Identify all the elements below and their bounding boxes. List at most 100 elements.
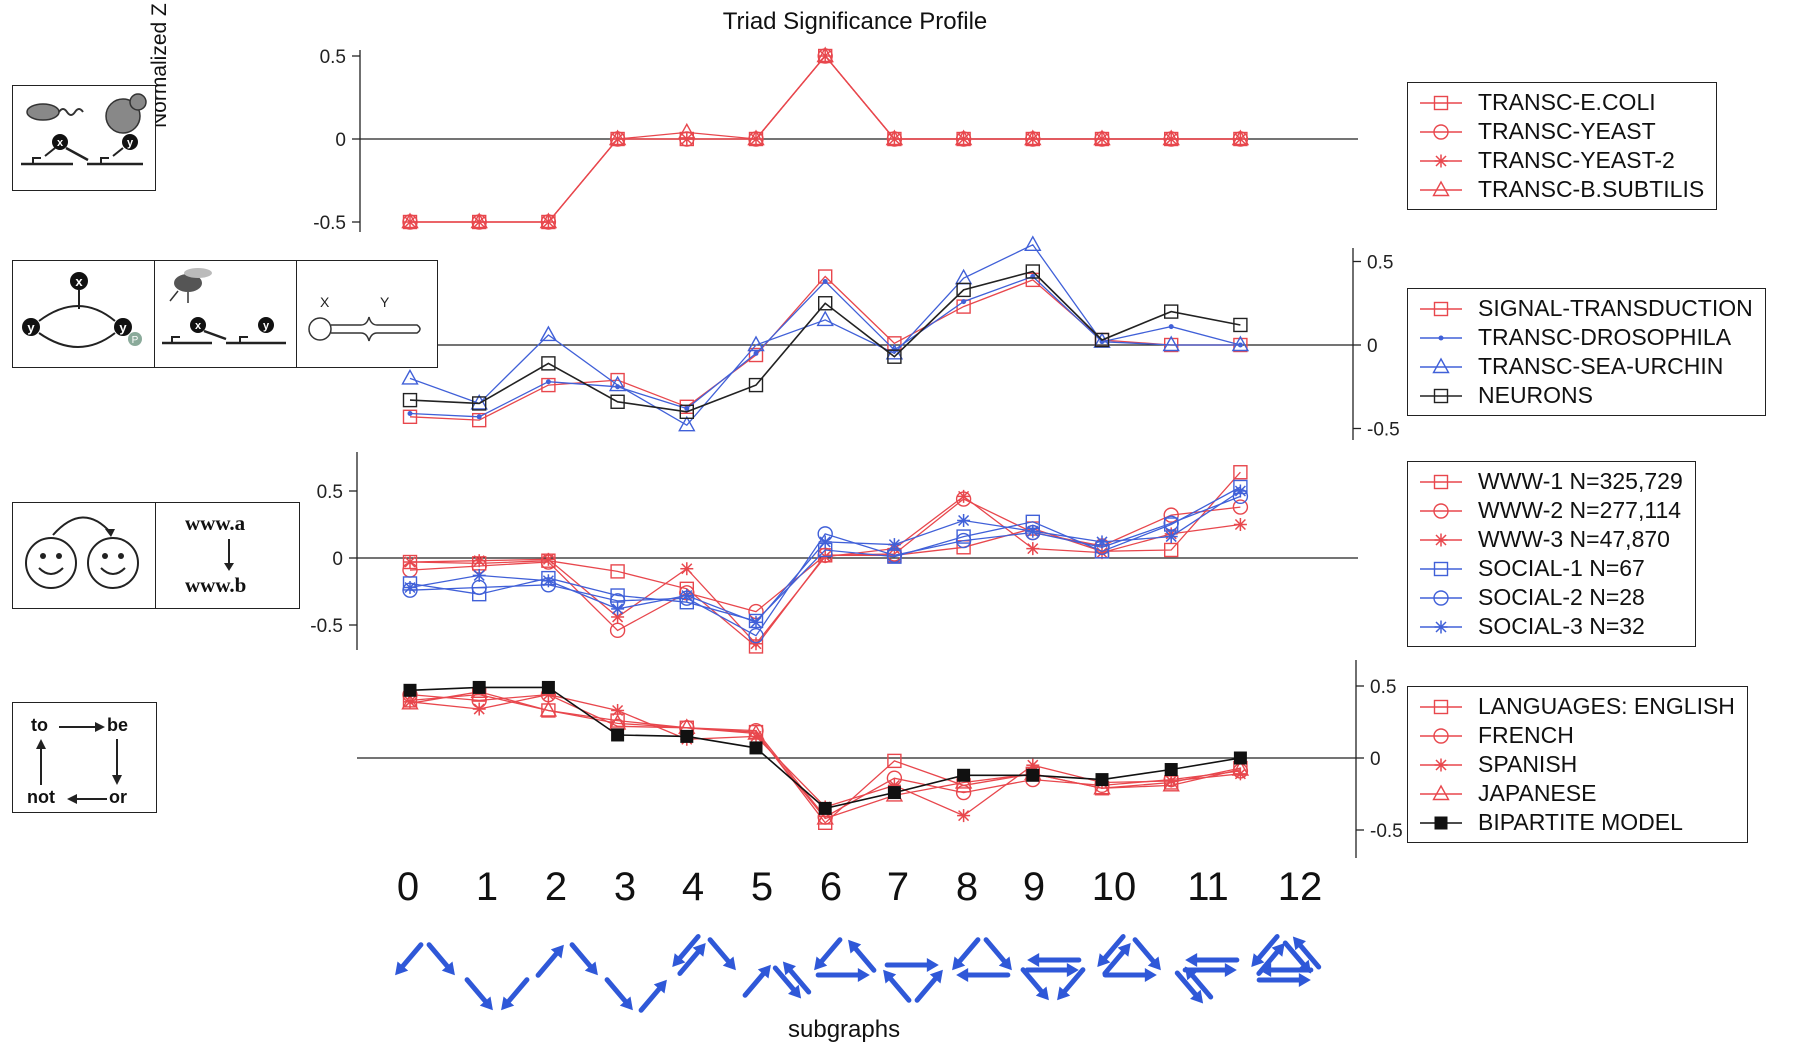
- data-point: [470, 212, 488, 229]
- data-point: [818, 296, 833, 311]
- series-2-3: [401, 235, 1250, 432]
- subgraph-0-icon: [395, 942, 455, 976]
- data-point: [1093, 778, 1111, 795]
- data-point: [541, 574, 555, 588]
- legend-marker: [1433, 561, 1449, 576]
- legend-swatch: [1420, 335, 1462, 340]
- legend-swatch: [1420, 388, 1462, 403]
- x-tick-label: 5: [750, 865, 774, 909]
- word-or: or: [109, 787, 127, 807]
- series-line: [409, 693, 1241, 817]
- data-point: [816, 46, 834, 63]
- legend-item: NEURONS: [1418, 381, 1753, 410]
- data-point: [403, 580, 417, 594]
- plot-panels: 0.5 0 -0.5 0.5 0 -0.5 0.5 0 -0.5 0.5 0 -0.5: [310, 46, 1403, 858]
- legend-item: SPANISH: [1418, 750, 1735, 779]
- data-point: [1162, 335, 1180, 352]
- legend-item: JAPANESE: [1418, 779, 1735, 808]
- data-point: [1162, 775, 1180, 792]
- word-arrows: [36, 722, 122, 804]
- legend-panel-4: LANGUAGES: ENGLISH FRENCH SPANISH JAPANESE B…: [1407, 686, 1748, 843]
- data-point: [747, 335, 765, 352]
- legend-label: SOCIAL-2 N=28: [1478, 584, 1645, 610]
- x-tick-label: 6: [819, 865, 843, 909]
- legend-swatch: [1420, 589, 1462, 606]
- legend-marker: [1434, 533, 1448, 546]
- panel-2: 0.5 0 -0.5: [360, 235, 1400, 441]
- data-point: [1093, 129, 1111, 146]
- legend-marker: [1433, 502, 1449, 519]
- smiley-faces: [25, 516, 234, 589]
- data-point: [748, 377, 764, 393]
- legend-swatch: [1420, 727, 1462, 744]
- data-point: [1095, 773, 1109, 787]
- svg-text:x: x: [195, 320, 202, 332]
- y-tick-label: 0.5: [320, 47, 346, 68]
- legend-swatch: [1420, 533, 1462, 546]
- y-tick-label: -0.5: [1370, 821, 1403, 842]
- data-point: [1026, 524, 1040, 538]
- word-not: not: [27, 787, 55, 807]
- legend-item: TRANSC-B.SUBTILIS: [1418, 175, 1704, 204]
- legend-swatch: [1420, 95, 1462, 110]
- x-tick-label: 7: [886, 865, 910, 909]
- data-point: [1233, 484, 1247, 498]
- data-point: [887, 349, 902, 364]
- legend-marker: [1434, 758, 1448, 771]
- data-point: [476, 414, 482, 420]
- data-point: [403, 695, 417, 709]
- series-2-4: [402, 264, 1248, 419]
- data-point: [472, 412, 487, 428]
- y-tick-label: 0: [1367, 336, 1378, 357]
- series-line: [410, 54, 1241, 223]
- data-point: [747, 724, 765, 740]
- y-tick-label: -0.5: [1367, 420, 1400, 441]
- legend-marker: [1433, 474, 1449, 489]
- subgraph-3-icon: [604, 977, 667, 1013]
- y-tick-label: 0: [332, 549, 343, 570]
- legend-marker: [1438, 335, 1444, 340]
- signal-neuron-illustration: x y y P x y X Y: [12, 260, 438, 368]
- panel-3: 0.5 0 -0.5: [310, 452, 1358, 654]
- y-tick-label: 0: [1370, 749, 1381, 770]
- data-point: [816, 310, 834, 327]
- svg-text:y: y: [119, 320, 127, 335]
- data-point: [403, 683, 417, 697]
- y-tick-label: 0: [335, 130, 346, 151]
- series-2-1: [402, 269, 1248, 428]
- data-point: [541, 703, 556, 718]
- data-point: [608, 129, 627, 146]
- data-point: [401, 212, 419, 229]
- data-point: [1231, 760, 1250, 776]
- x-tick-label: 4: [681, 865, 705, 909]
- data-point: [407, 410, 413, 416]
- data-point: [539, 701, 558, 717]
- x-tick-label: 1: [475, 865, 499, 909]
- data-point: [1026, 768, 1040, 782]
- series-line: [409, 275, 1241, 418]
- data-point: [1163, 542, 1179, 558]
- legend-label: FRENCH: [1478, 722, 1574, 748]
- subgraph-2-icon: [535, 942, 598, 978]
- data-point: [887, 753, 902, 769]
- series-line: [409, 495, 1241, 645]
- series-3-6: [403, 484, 1247, 629]
- legend-swatch: [1420, 699, 1462, 714]
- data-point: [1232, 499, 1249, 515]
- svg-text:y: y: [127, 137, 134, 149]
- legend-swatch: [1420, 502, 1462, 519]
- legend-marker: [1433, 388, 1449, 403]
- subgraph-7-icon: [883, 958, 943, 1003]
- legend-swatch: [1420, 816, 1462, 829]
- data-point: [611, 602, 625, 616]
- legend-label: TRANSC-B.SUBTILIS: [1478, 176, 1705, 202]
- legend-item: SIGNAL-TRANSDUCTION: [1418, 294, 1753, 323]
- legend-panel-2: SIGNAL-TRANSDUCTION TRANSC-DROSOPHILA TRAN…: [1407, 288, 1766, 416]
- svg-text:y: y: [263, 320, 270, 332]
- data-point: [818, 535, 832, 549]
- data-point: [1025, 272, 1041, 288]
- subgraph-5-icon: [742, 961, 812, 999]
- data-point: [954, 268, 973, 285]
- legend-swatch: [1420, 784, 1462, 800]
- data-point: [472, 554, 486, 568]
